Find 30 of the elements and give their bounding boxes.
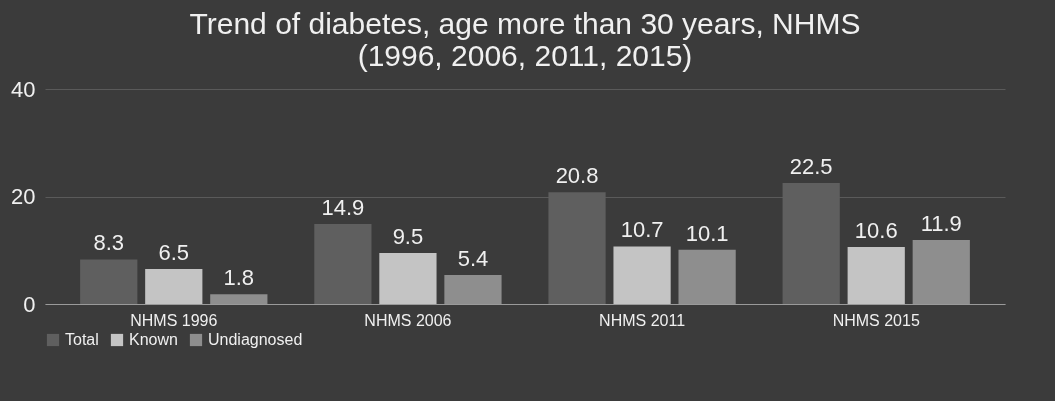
data-label: 9.5 bbox=[392, 223, 424, 249]
x-tick-label: NHMS 2011 bbox=[599, 311, 686, 329]
text: (1996, 2006, 2011, 2015) bbox=[357, 39, 693, 72]
bar bbox=[145, 269, 203, 304]
y-tick-label: 40 bbox=[11, 76, 36, 102]
bar bbox=[80, 259, 138, 304]
y-tick-label: 20 bbox=[11, 184, 36, 209]
data-label: 22.5 bbox=[789, 154, 833, 180]
legend-label: Undiagnosed bbox=[208, 331, 303, 348]
x-tick-label: NHMS 2015 bbox=[832, 311, 920, 329]
data-label: 6.5 bbox=[158, 240, 190, 266]
legend-label: Known bbox=[129, 331, 178, 348]
text: Trend of diabetes, age more than 30 years, NHMS bbox=[189, 7, 861, 40]
bar bbox=[314, 223, 372, 304]
data-label: 5.4 bbox=[457, 245, 489, 271]
legend-label: Total bbox=[65, 331, 99, 348]
data-label: 14.9 bbox=[321, 194, 365, 220]
y-tick-label: 0 bbox=[23, 291, 36, 317]
data-label: 20.8 bbox=[555, 163, 599, 189]
x-tick-label: NHMS 1996 bbox=[130, 311, 218, 329]
data-label: 1.8 bbox=[223, 265, 255, 291]
data-label: 10.7 bbox=[620, 217, 664, 243]
data-label: 8.3 bbox=[93, 230, 125, 256]
bar bbox=[613, 246, 671, 304]
bar bbox=[847, 247, 905, 304]
data-label: 10.1 bbox=[685, 220, 729, 246]
data-label: 10.6 bbox=[854, 218, 898, 244]
data-label: 11.9 bbox=[920, 211, 962, 237]
bar bbox=[379, 252, 437, 304]
x-tick-label: NHMS 2006 bbox=[364, 311, 452, 329]
